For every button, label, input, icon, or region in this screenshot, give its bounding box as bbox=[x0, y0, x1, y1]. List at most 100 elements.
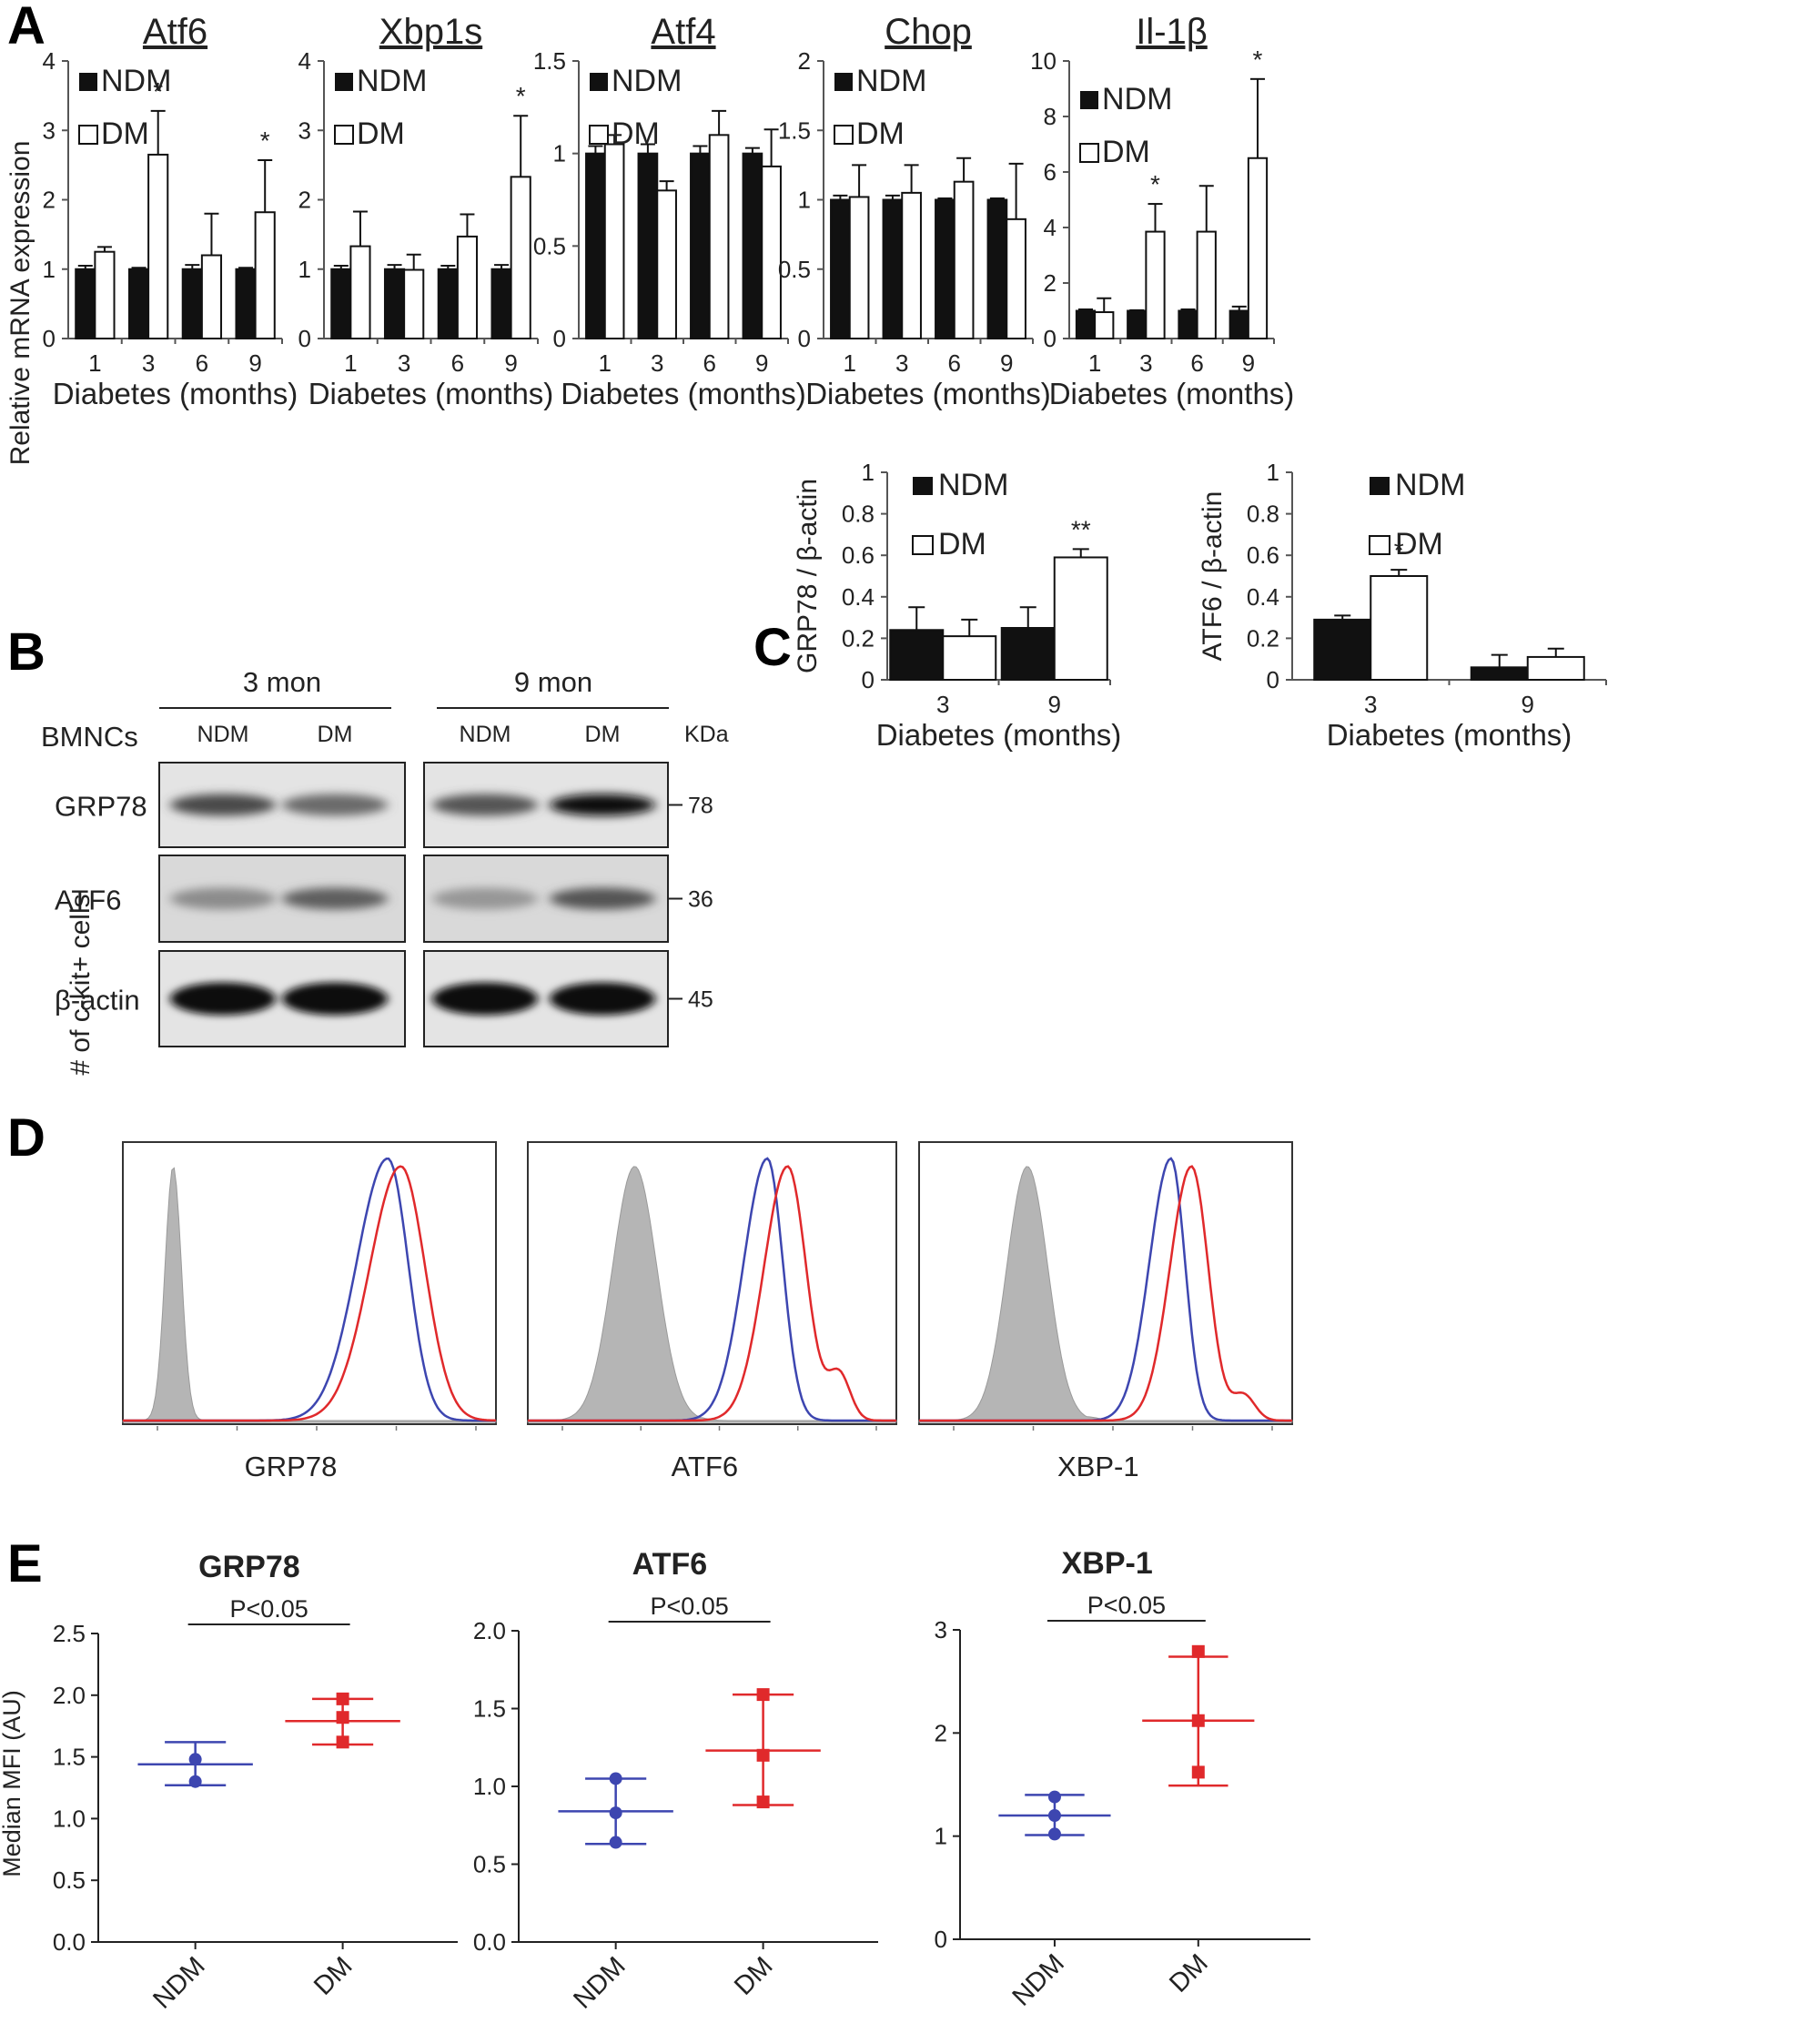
bar-ndm bbox=[986, 198, 1008, 339]
blot-band bbox=[170, 887, 276, 910]
chart-e-title: XBP-1 bbox=[1062, 1546, 1153, 1581]
blot-band bbox=[432, 794, 538, 816]
bar-dm bbox=[848, 196, 870, 339]
bar-ndm bbox=[585, 152, 606, 339]
bar-dm bbox=[200, 254, 223, 339]
chart-a-title: Il-1β bbox=[1136, 12, 1208, 52]
legend-swatch-ndm bbox=[834, 73, 853, 91]
y-tick-label: 2.0 bbox=[473, 1617, 506, 1644]
blot-band bbox=[170, 982, 276, 1016]
dm-histogram-curve bbox=[919, 1165, 1292, 1422]
bar-ndm bbox=[637, 152, 659, 339]
y-tick-label: 0.2 bbox=[842, 624, 875, 652]
blot-band bbox=[432, 887, 538, 910]
x-tick-label: 9 bbox=[1000, 349, 1013, 377]
bar-ndm bbox=[127, 268, 150, 339]
x-tick-label: 1 bbox=[599, 349, 612, 377]
blot-lane-2: DM bbox=[318, 722, 353, 747]
bar-dm bbox=[403, 268, 425, 340]
kda-marker-value: 45 bbox=[688, 987, 713, 1013]
ndm-data-point bbox=[609, 1806, 622, 1820]
y-tick-label: 0 bbox=[553, 325, 566, 352]
blot-protein-label: ATF6 bbox=[55, 885, 122, 916]
blot-band bbox=[282, 982, 388, 1016]
legend-swatch-dm bbox=[1079, 143, 1099, 163]
significance-star: * bbox=[1150, 170, 1160, 198]
bar-dm bbox=[1196, 230, 1217, 339]
y-tick-label: 1.5 bbox=[473, 1695, 506, 1723]
x-tick-label: 1 bbox=[88, 349, 101, 377]
bar-dm bbox=[901, 191, 922, 339]
y-tick-label: 0 bbox=[862, 666, 875, 693]
y-tick-label: 4 bbox=[1044, 214, 1057, 241]
legend-label-ndm: NDM bbox=[938, 468, 1008, 502]
legend-label-ndm: NDM bbox=[357, 64, 427, 98]
blot-row-1: ATF6 36 bbox=[55, 855, 713, 943]
y-tick-label: 0 bbox=[1267, 666, 1279, 693]
y-tick-label: 2 bbox=[798, 47, 811, 75]
panel-d-histograms: GRP78 ATF6 XBP-1 bbox=[122, 1141, 1293, 1482]
x-axis-label: Diabetes (months) bbox=[805, 377, 1051, 410]
x-tick-label: 6 bbox=[196, 349, 208, 377]
panel-label-c: C bbox=[753, 618, 792, 677]
bar-dm bbox=[1006, 217, 1026, 339]
y-tick-label: 2.0 bbox=[53, 1682, 86, 1709]
bar-ndm bbox=[330, 268, 352, 339]
blot-band bbox=[550, 887, 655, 910]
legend-label-dm: DM bbox=[1395, 527, 1443, 561]
y-tick-label: 1 bbox=[862, 459, 875, 486]
y-tick-label: 0 bbox=[298, 325, 311, 352]
bar-dm bbox=[1247, 157, 1269, 339]
x-tick-label: 3 bbox=[651, 349, 663, 377]
histogram-1: ATF6 bbox=[527, 1141, 897, 1482]
legend-swatch-dm bbox=[334, 125, 354, 145]
ndm-data-point bbox=[1047, 1790, 1061, 1804]
y-tick-label: 3 bbox=[935, 1616, 947, 1644]
chart-c-1: ATF6 / β-actin 0 0.2 0.4 0.6 0.8 1 * 3 9Diabetes … bbox=[1198, 459, 1607, 752]
y-tick-label: 1 bbox=[43, 256, 56, 283]
y-tick-label: 8 bbox=[1044, 103, 1057, 130]
bar-dm bbox=[456, 235, 479, 340]
x-tick-label: 9 bbox=[504, 349, 517, 377]
chart-a-title: Atf4 bbox=[651, 12, 715, 52]
chart-c-y-label: ATF6 / β-actin bbox=[1198, 491, 1228, 662]
x-tick-label: 3 bbox=[936, 691, 949, 718]
y-tick-label: 0.2 bbox=[1247, 624, 1279, 652]
blot-kda-label: KDa bbox=[684, 722, 729, 747]
legend-label-dm: DM bbox=[357, 116, 405, 151]
kda-marker-value: 78 bbox=[688, 794, 713, 819]
y-tick-label: 0.5 bbox=[533, 232, 566, 259]
p-value-label: P<0.05 bbox=[1087, 1592, 1166, 1619]
ndm-data-point bbox=[609, 1772, 622, 1785]
bar-ndm bbox=[437, 268, 459, 339]
bar-dm bbox=[953, 180, 975, 339]
chart-a-title: Atf6 bbox=[143, 12, 207, 52]
blot-band bbox=[550, 982, 655, 1016]
blot-lane-1: NDM bbox=[197, 722, 249, 747]
bar-dm bbox=[1145, 230, 1166, 339]
legend-swatch-dm bbox=[834, 125, 854, 145]
panel-c-charts: GRP78 / β-actin00.20.40.60.813**9Diabete… bbox=[793, 459, 1607, 752]
ndm-data-point bbox=[1047, 1827, 1061, 1841]
x-tick-label: 3 bbox=[895, 349, 908, 377]
x-tick-label: NDM bbox=[568, 1951, 631, 2014]
legend-label-ndm: NDM bbox=[1395, 468, 1465, 502]
blot-protein-label: β-actin bbox=[55, 985, 140, 1016]
y-tick-label: 2 bbox=[43, 187, 56, 214]
legend-swatch-ndm bbox=[1080, 91, 1098, 109]
dm-histogram-curve bbox=[123, 1165, 497, 1422]
x-tick-label: 3 bbox=[1364, 691, 1377, 718]
x-tick-label: NDM bbox=[1007, 1948, 1070, 2011]
dm-data-point bbox=[1191, 1714, 1205, 1727]
chart-e-title: ATF6 bbox=[632, 1547, 707, 1582]
y-tick-label: 1 bbox=[553, 140, 566, 167]
x-tick-label: 9 bbox=[1048, 691, 1061, 718]
blot-rows: GRP78 78 ATF6 36 β-actin 45 bbox=[55, 762, 713, 1047]
p-value-label: P<0.05 bbox=[229, 1595, 308, 1623]
bar-dm bbox=[254, 211, 276, 339]
y-tick-label: 2.5 bbox=[53, 1620, 86, 1647]
